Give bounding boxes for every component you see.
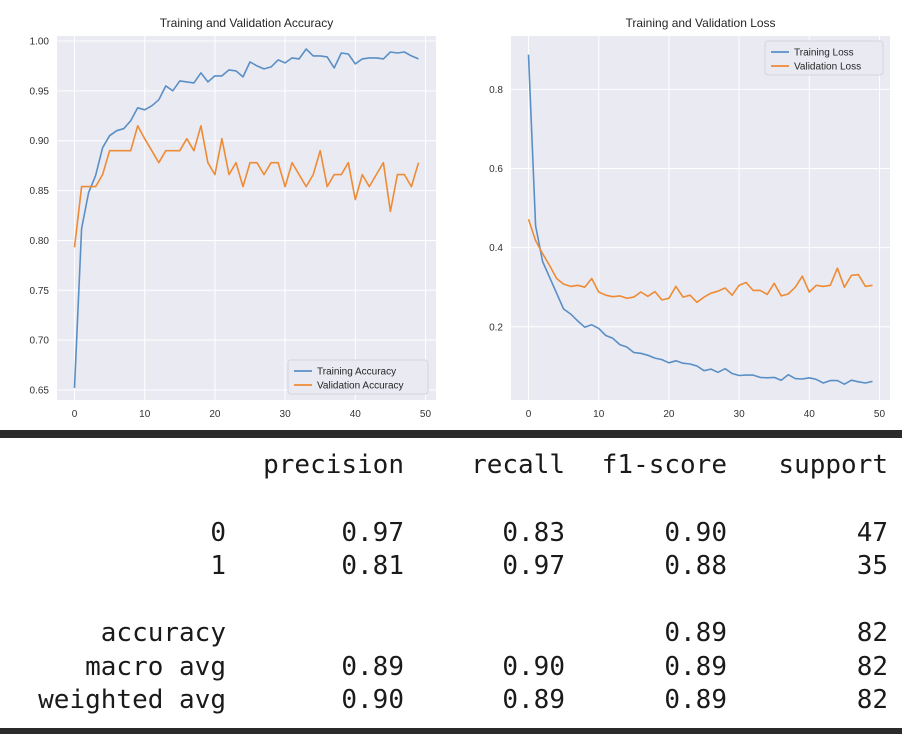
header-support: support xyxy=(778,450,888,480)
accuracy-y-tick-label: 0.80 xyxy=(30,236,50,247)
loss-chart-title: Training and Validation Loss xyxy=(625,16,775,30)
accuracy-legend: Training Accuracy Validation Accuracy xyxy=(287,359,429,395)
loss-legend: Training Loss Validation Loss xyxy=(764,40,884,76)
accuracy-x-tick-label: 10 xyxy=(139,409,151,420)
bottom-divider xyxy=(0,728,902,734)
accuracy-series-line-validation xyxy=(73,125,420,248)
row-0-label: 0 xyxy=(210,518,226,548)
row-1-label: 1 xyxy=(210,551,226,581)
loss-series-line-validation xyxy=(527,218,873,304)
row-0-recall: 0.83 xyxy=(502,518,565,548)
row-weighted-avg-recall: 0.89 xyxy=(502,685,565,715)
accuracy-chart-title: Training and Validation Accuracy xyxy=(160,16,333,30)
loss-legend-label: Training Loss xyxy=(794,48,854,59)
row-accuracy-label: accuracy xyxy=(100,618,226,648)
row-accuracy-support: 82 xyxy=(856,618,888,648)
loss-x-tick-label: 40 xyxy=(804,409,816,420)
accuracy-y-tick-label: 0.65 xyxy=(30,386,50,397)
loss-x-tick-label: 50 xyxy=(874,409,886,420)
loss-series-line-training xyxy=(527,54,873,386)
loss-legend-label: Validation Loss xyxy=(794,62,861,73)
row-macro-avg-label: macro avg xyxy=(85,652,226,682)
row-1-recall: 0.97 xyxy=(502,551,565,581)
accuracy-x-tick-label: 30 xyxy=(280,409,292,420)
charts-svg: Training and Validation Accuracy 0 10 20 30 4… xyxy=(30,16,890,420)
row-macro-avg-support: 82 xyxy=(856,652,888,682)
row-macro-avg-precision: 0.89 xyxy=(341,652,404,682)
loss-plot-area xyxy=(511,36,890,400)
loss-x-tick-label: 10 xyxy=(593,409,605,420)
accuracy-legend-label: Training Accuracy xyxy=(317,367,396,378)
accuracy-series-line-training xyxy=(73,48,419,389)
header-f1-score: f1-score xyxy=(601,450,727,480)
accuracy-x-tick-label: 40 xyxy=(350,409,362,420)
accuracy-legend-label: Validation Accuracy xyxy=(317,381,404,392)
loss-y-tick-label: 0.2 xyxy=(489,322,503,333)
row-macro-avg-recall: 0.90 xyxy=(502,652,565,682)
row-weighted-avg-precision: 0.90 xyxy=(341,685,404,715)
row-1-precision: 0.81 xyxy=(341,551,404,581)
header-precision: precision xyxy=(263,450,404,480)
row-0-precision: 0.97 xyxy=(341,518,404,548)
row-0-support: 47 xyxy=(856,518,888,548)
loss-y-tick-label: 0.6 xyxy=(489,164,503,175)
header-recall: recall xyxy=(471,450,565,480)
accuracy-legend-box xyxy=(287,359,429,395)
accuracy-plot-area xyxy=(57,36,436,400)
loss-legend-box xyxy=(764,40,884,76)
loss-y-tick-label: 0.4 xyxy=(489,243,503,254)
classification-report: precision recall f1-score support 0 0.97… xyxy=(0,438,902,728)
loss-chart: Training and Validation Loss 0 10 20 30 40 50 0… xyxy=(489,16,890,420)
loss-y-tick-label: 0.8 xyxy=(489,85,503,96)
loss-x-tick-label: 20 xyxy=(663,409,675,420)
accuracy-x-tick-label: 0 xyxy=(72,409,78,420)
accuracy-y-tick-label: 0.70 xyxy=(30,336,50,347)
accuracy-x-tick-label: 20 xyxy=(209,409,221,420)
accuracy-y-tick-label: 1.00 xyxy=(30,36,50,47)
row-weighted-avg-support: 82 xyxy=(856,685,888,715)
loss-x-tick-label: 0 xyxy=(526,409,532,420)
row-weighted-avg-f1: 0.89 xyxy=(664,685,727,715)
charts-panel: Training and Validation Accuracy 0 10 20 30 4… xyxy=(29,16,890,420)
row-macro-avg-f1: 0.89 xyxy=(664,652,727,682)
top-divider xyxy=(0,430,902,438)
row-1-f1: 0.88 xyxy=(664,551,727,581)
row-1-support: 35 xyxy=(856,551,888,581)
row-accuracy-f1: 0.89 xyxy=(664,618,727,648)
accuracy-chart: Training and Validation Accuracy 0 10 20 30 4… xyxy=(30,16,436,420)
accuracy-y-tick-label: 0.85 xyxy=(30,186,50,197)
loss-x-tick-label: 30 xyxy=(734,409,746,420)
row-0-f1: 0.90 xyxy=(664,518,727,548)
row-weighted-avg-label: weighted avg xyxy=(38,685,226,715)
accuracy-x-tick-label: 50 xyxy=(420,409,432,420)
accuracy-y-tick-label: 0.95 xyxy=(30,86,50,97)
accuracy-y-tick-label: 0.90 xyxy=(30,136,50,147)
accuracy-y-tick-label: 0.75 xyxy=(30,286,50,297)
